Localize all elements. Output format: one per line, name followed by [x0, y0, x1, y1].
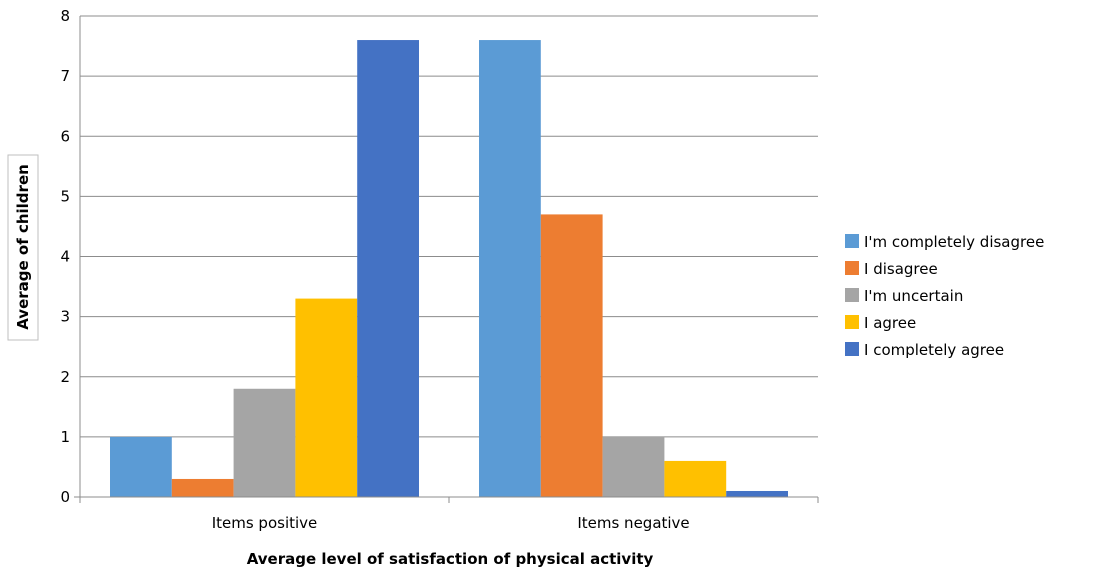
bar — [233, 388, 296, 497]
legend-label: I completely agree — [864, 341, 1004, 359]
legend-swatch — [845, 315, 859, 329]
y-tick-label: 0 — [60, 488, 70, 506]
bar — [602, 436, 665, 497]
bar — [171, 478, 234, 497]
x-axis-label: Average level of satisfaction of physica… — [247, 550, 654, 568]
legend-label: I'm uncertain — [864, 287, 963, 305]
legend: I'm completely disagree I disagree I'm unc… — [845, 233, 1044, 359]
legend-swatch — [845, 288, 859, 302]
x-category-label: Items positive — [212, 514, 318, 532]
bar — [540, 214, 603, 497]
axes — [74, 16, 819, 503]
bar — [357, 40, 419, 498]
legend-label: I disagree — [864, 260, 938, 278]
y-axis-label-box: Average of children — [7, 154, 39, 341]
legend-label: I'm completely disagree — [864, 233, 1044, 251]
y-tick-labels: 0 1 2 3 4 5 6 7 8 — [60, 7, 70, 506]
bar — [295, 298, 358, 497]
x-category-label: Items negative — [577, 514, 689, 532]
y-tick-label: 6 — [60, 127, 70, 145]
bar — [664, 460, 727, 497]
legend-label: I agree — [864, 314, 916, 332]
y-axis-label: Average of children — [14, 164, 32, 330]
bar — [726, 490, 788, 497]
legend-swatch — [845, 342, 859, 356]
y-tick-label: 3 — [60, 308, 70, 326]
bars — [110, 40, 788, 498]
y-tick-label: 4 — [60, 248, 70, 266]
y-tick-label: 8 — [60, 7, 70, 25]
y-tick-label: 1 — [60, 428, 70, 446]
legend-swatch — [845, 261, 859, 275]
gridlines — [80, 15, 818, 438]
bar — [479, 40, 541, 498]
y-tick-label: 2 — [60, 368, 70, 386]
y-tick-label: 7 — [60, 67, 70, 85]
legend-swatch — [845, 234, 859, 248]
x-category-labels: Items positive Items negative — [212, 514, 690, 532]
bar — [110, 436, 172, 497]
y-tick-label: 5 — [60, 187, 70, 205]
